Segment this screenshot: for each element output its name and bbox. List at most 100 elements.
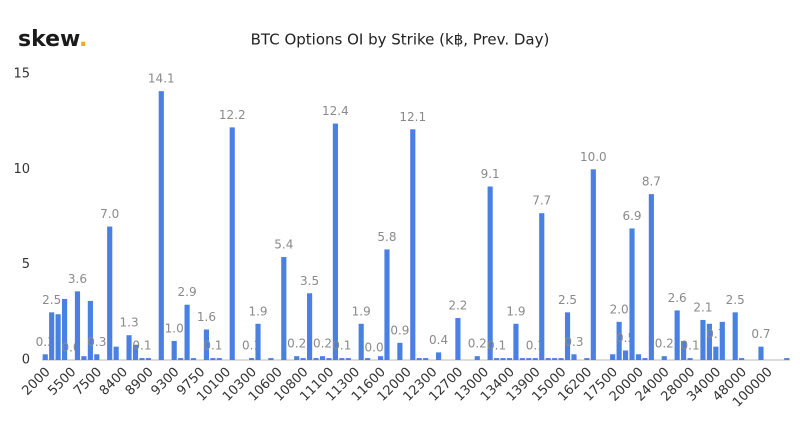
bar xyxy=(384,249,390,360)
bar xyxy=(74,291,81,360)
bar xyxy=(500,358,506,360)
bar xyxy=(229,127,235,361)
data-label: 12.1 xyxy=(399,110,426,124)
bar xyxy=(94,354,100,360)
bar xyxy=(719,321,725,360)
data-label: 2.5 xyxy=(42,293,61,307)
bar xyxy=(700,319,706,360)
bar xyxy=(126,335,132,360)
bar xyxy=(410,129,416,360)
data-label: 0.0 xyxy=(365,341,384,355)
bar xyxy=(210,358,216,360)
bar xyxy=(713,346,719,360)
data-label: 7.0 xyxy=(100,207,119,221)
bar xyxy=(158,91,164,360)
data-label: 0.2 xyxy=(287,337,306,351)
data-label: 6.9 xyxy=(622,209,641,223)
brand-logo: skew. xyxy=(18,27,87,52)
data-label: 10.0 xyxy=(580,150,607,164)
bar xyxy=(661,356,667,360)
data-label: 1.3 xyxy=(120,316,139,330)
data-label: 2.9 xyxy=(178,285,197,299)
bar xyxy=(132,344,139,360)
data-label: 9.1 xyxy=(481,167,500,181)
bar xyxy=(687,358,693,360)
y-tick-label: 10 xyxy=(13,162,30,177)
bar xyxy=(42,354,48,360)
data-label: 0.2 xyxy=(655,337,674,351)
data-label: 0.2 xyxy=(468,337,487,351)
bar xyxy=(784,358,790,360)
bar xyxy=(61,298,68,360)
bar xyxy=(610,354,616,360)
bar xyxy=(539,213,545,360)
bar xyxy=(107,226,113,360)
bar xyxy=(616,321,622,360)
x-tick-label: 8400 xyxy=(97,365,131,399)
y-tick-label: 15 xyxy=(13,67,30,82)
data-label: 0.1 xyxy=(332,339,351,353)
data-label: 2.1 xyxy=(693,300,712,314)
bar xyxy=(674,310,680,360)
data-label: 7.7 xyxy=(532,194,551,208)
data-label: 12.4 xyxy=(322,104,349,118)
bar xyxy=(494,358,500,360)
bar xyxy=(332,123,338,360)
bar xyxy=(732,312,738,360)
bar xyxy=(506,358,513,360)
data-label: 1.6 xyxy=(197,310,216,324)
bar xyxy=(474,356,480,360)
data-label: 0.1 xyxy=(132,339,151,353)
bar xyxy=(345,358,351,360)
data-label: 1.9 xyxy=(506,304,525,318)
bar xyxy=(545,358,551,360)
data-label: 0.3 xyxy=(87,335,106,349)
bar xyxy=(622,350,629,360)
bar xyxy=(113,346,119,360)
bar xyxy=(203,329,210,360)
bar xyxy=(358,323,364,360)
data-label: 12.2 xyxy=(219,108,246,122)
bar xyxy=(216,358,222,360)
bar xyxy=(558,358,564,360)
bar xyxy=(397,342,403,360)
bar xyxy=(178,358,184,360)
bar xyxy=(629,228,635,360)
data-label: 0.9 xyxy=(390,323,409,337)
bar xyxy=(552,358,558,360)
bar xyxy=(526,358,532,360)
data-label: 1.0 xyxy=(165,321,184,335)
data-label: 14.1 xyxy=(148,72,175,86)
bar xyxy=(55,314,61,360)
data-label: 2.5 xyxy=(726,293,745,307)
bar xyxy=(339,358,345,360)
bar xyxy=(455,318,461,360)
data-label: 0.4 xyxy=(429,333,448,347)
bar xyxy=(87,300,93,360)
data-label: 1.9 xyxy=(352,304,371,318)
brand-text: skew xyxy=(18,27,80,52)
bar xyxy=(248,358,255,360)
chart-title: BTC Options OI by Strike (k฿, Prev. Day) xyxy=(251,31,550,49)
bar xyxy=(487,186,493,360)
bar xyxy=(758,346,764,360)
data-label: 0.1 xyxy=(487,339,506,353)
x-tick-label: 7500 xyxy=(71,365,105,399)
bar xyxy=(519,358,525,360)
data-label: 2.5 xyxy=(558,293,577,307)
bar xyxy=(377,356,384,360)
bar xyxy=(513,323,519,360)
bar xyxy=(190,358,197,360)
bar xyxy=(365,358,371,360)
data-label: 5.4 xyxy=(274,238,293,252)
bar xyxy=(416,358,422,360)
data-label: 0.7 xyxy=(751,327,770,341)
bar xyxy=(635,354,642,360)
y-tick-label: 0 xyxy=(22,353,30,368)
data-label: 0.3 xyxy=(564,335,583,349)
bar xyxy=(145,358,151,360)
bar xyxy=(300,358,306,360)
bar xyxy=(139,358,145,360)
bar xyxy=(319,356,326,360)
